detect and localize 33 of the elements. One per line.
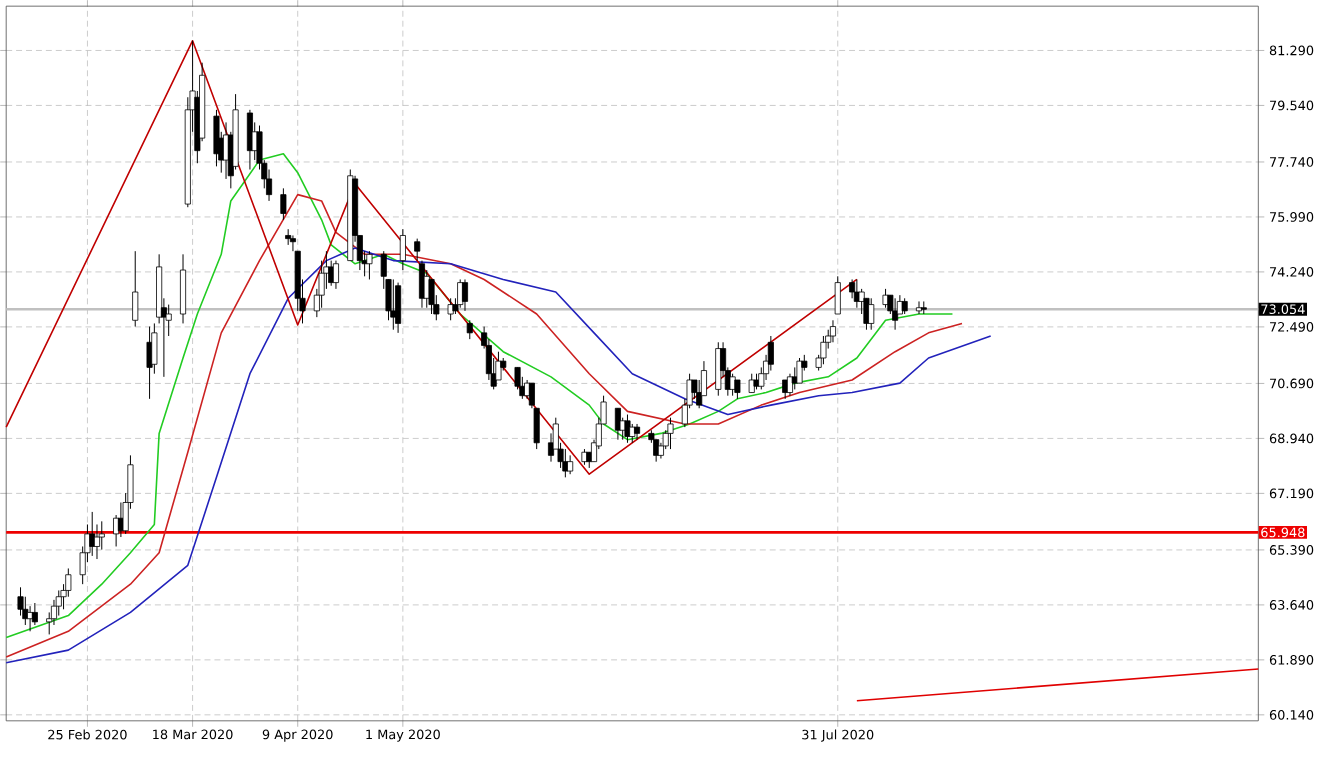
line-series — [5, 39, 858, 475]
candlestick — [567, 454, 574, 475]
candlestick — [829, 319, 837, 343]
candlestick — [414, 237, 421, 261]
candlestick — [399, 228, 406, 271]
candlestick — [834, 275, 841, 315]
candlestick — [892, 297, 899, 330]
candlestick — [213, 109, 220, 167]
candlestick — [868, 297, 875, 330]
candlestick — [624, 413, 631, 443]
candlestick — [390, 278, 397, 330]
candlestick — [266, 168, 273, 202]
candlestick — [428, 278, 435, 315]
candlestick — [332, 259, 339, 290]
candlestick — [863, 297, 870, 330]
candlestick — [289, 234, 296, 252]
candlestick — [132, 250, 139, 327]
candlestick — [619, 416, 626, 440]
candlestick — [22, 595, 29, 626]
candlestick — [31, 602, 38, 626]
candlestick — [667, 416, 674, 450]
candlestick — [562, 448, 569, 478]
candlestick — [820, 335, 827, 365]
candlestick — [461, 278, 469, 312]
candlestick — [796, 357, 803, 384]
candlestick — [629, 423, 636, 443]
candlestick — [729, 372, 736, 396]
candlestick — [280, 187, 287, 220]
candlestick — [634, 423, 641, 440]
candlestick — [466, 319, 473, 340]
candlestick — [791, 366, 798, 390]
candlestick — [734, 379, 741, 400]
candlestick — [180, 253, 187, 324]
